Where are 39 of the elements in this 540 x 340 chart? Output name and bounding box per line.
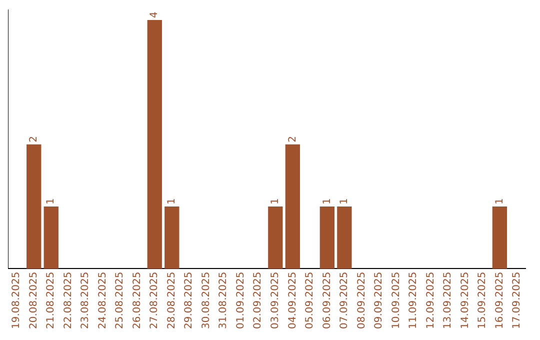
x-tick-label: 03.09.2025 xyxy=(270,272,281,330)
data-label: 1 xyxy=(322,198,333,205)
x-tick-label: 21.08.2025 xyxy=(46,272,57,330)
x-tick-label: 17.09.2025 xyxy=(512,272,523,330)
x-tick-label: 14.09.2025 xyxy=(460,272,471,330)
x-tick-label: 10.09.2025 xyxy=(390,272,402,330)
x-tick-label: 19.08.2025 xyxy=(11,272,22,330)
x-tick-label: 31.08.2025 xyxy=(218,272,230,330)
x-tick-label: 24.08.2025 xyxy=(97,272,108,330)
x-tick-label: 04.09.2025 xyxy=(287,272,298,330)
x-tick-label: 15.09.2025 xyxy=(477,272,488,330)
x-tick-label: 29.08.2025 xyxy=(184,272,195,330)
x-tick-label: 08.09.2025 xyxy=(356,272,368,330)
x-tick-label: 07.09.2025 xyxy=(339,272,350,330)
data-label: 4 xyxy=(149,12,160,18)
x-tick-label: 06.09.2025 xyxy=(322,272,333,330)
x-tick-label: 09.09.2025 xyxy=(374,272,385,330)
x-tick-label: 28.08.2025 xyxy=(166,272,178,330)
x-tick-label: 13.09.2025 xyxy=(442,272,454,330)
x-tick-label: 23.08.2025 xyxy=(80,272,92,330)
x-tick-label: 11.09.2025 xyxy=(408,272,420,330)
x-tick-label: 27.08.2025 xyxy=(149,272,160,330)
x-tick-label: 05.09.2025 xyxy=(304,272,316,330)
x-tick-label: 26.08.2025 xyxy=(132,272,143,330)
x-tick-label: 25.08.2025 xyxy=(114,272,126,330)
x-tick-label: 02.09.2025 xyxy=(252,272,264,330)
x-tick-label: 22.08.2025 xyxy=(62,272,74,330)
data-label: 1 xyxy=(166,198,178,205)
x-tick-label: 20.08.2025 xyxy=(28,272,40,330)
data-label: 1 xyxy=(339,198,350,205)
x-tick-label: 12.09.2025 xyxy=(425,272,436,330)
data-label: 1 xyxy=(46,198,57,205)
x-tick-label: 16.09.2025 xyxy=(494,272,506,330)
x-tick-label: 01.09.2025 xyxy=(235,272,246,330)
data-label: 1 xyxy=(270,198,281,205)
data-label: 1 xyxy=(494,198,506,205)
data-label: 2 xyxy=(28,136,40,142)
data-label: 2 xyxy=(287,136,298,142)
x-tick-label: 30.08.2025 xyxy=(200,272,212,330)
